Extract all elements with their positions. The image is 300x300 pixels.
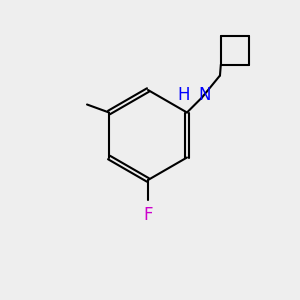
- Text: F: F: [143, 206, 153, 224]
- Text: N: N: [198, 86, 211, 104]
- Text: H: H: [178, 86, 190, 104]
